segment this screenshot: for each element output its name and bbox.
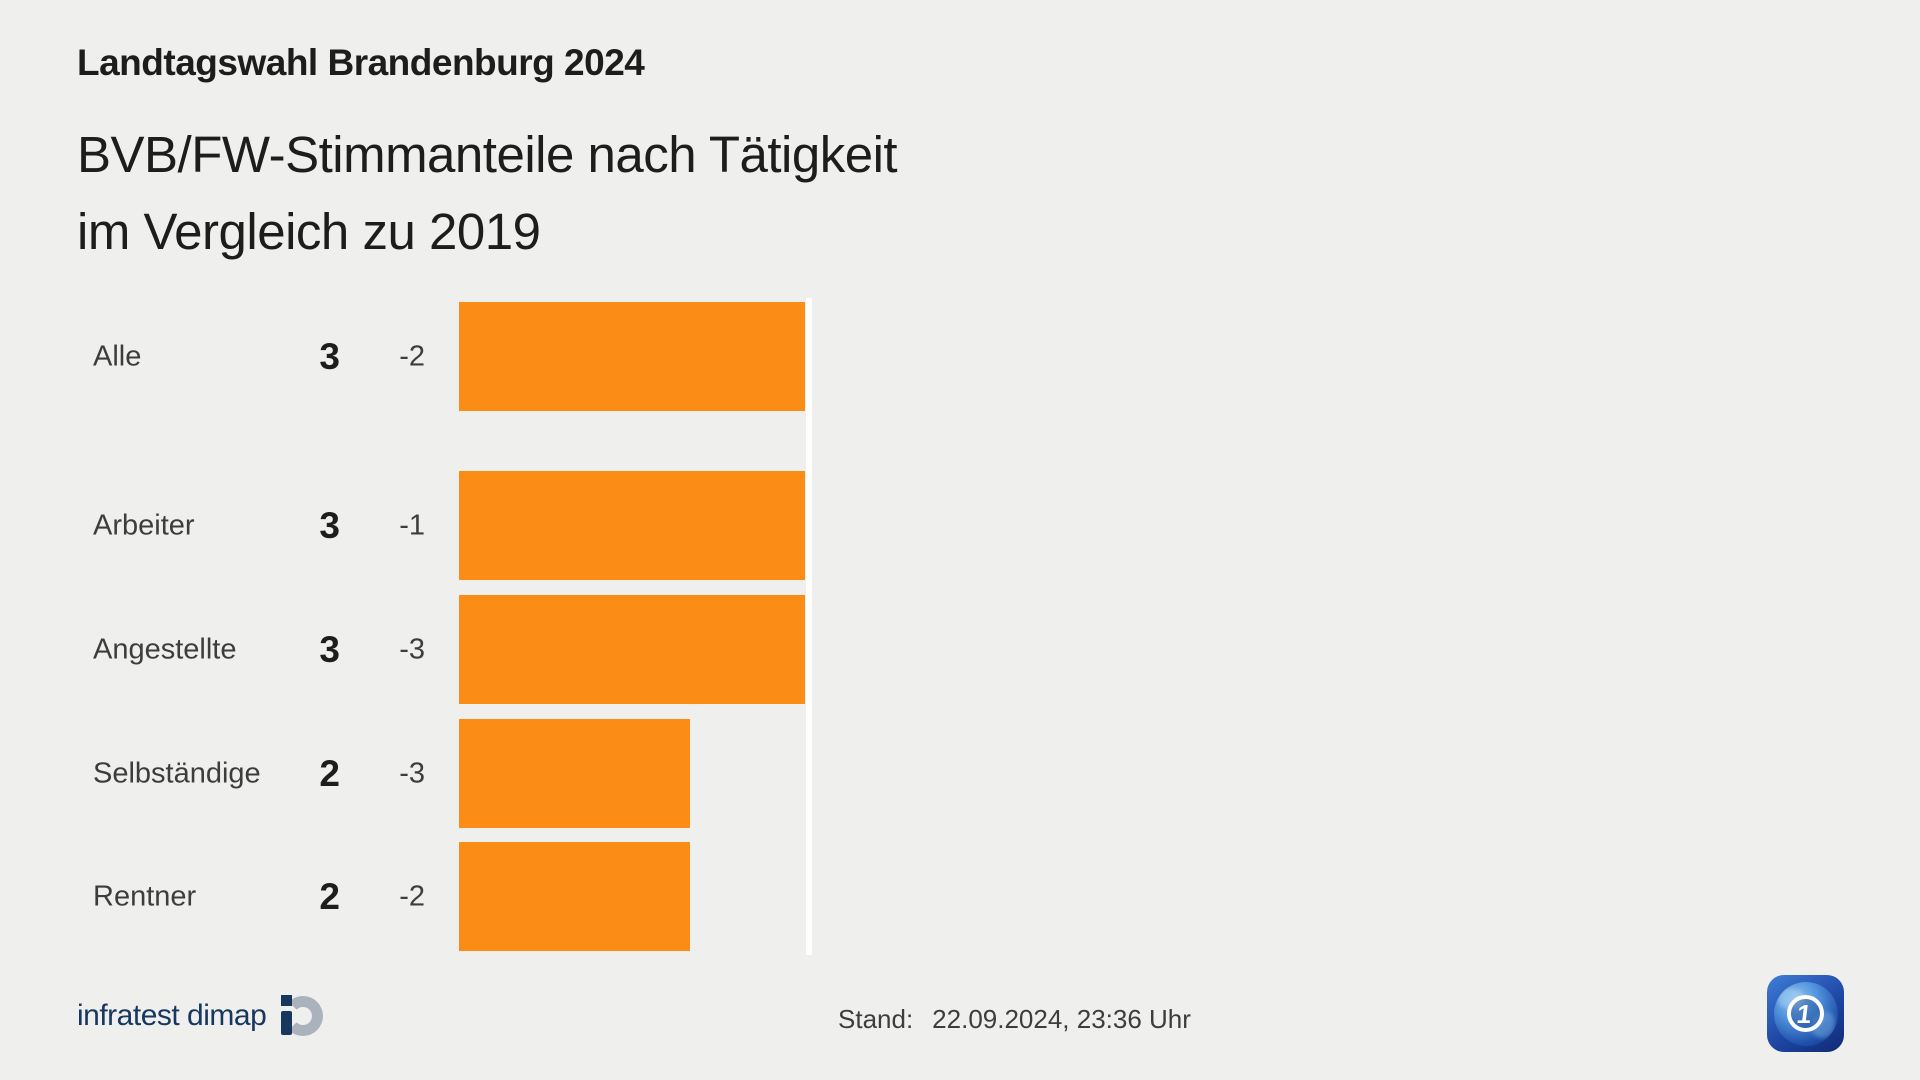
logo-arc — [283, 996, 324, 1036]
source-label: infratest dimap — [77, 999, 267, 1032]
category-label: Alle — [93, 340, 142, 372]
infratest-dimap-logo: infratest dimap — [77, 995, 324, 1037]
chart-row: Angestellte 3 -3 — [0, 595, 1920, 704]
reference-line — [806, 298, 812, 955]
stand-value: 22.09.2024, 23:36 Uhr — [932, 1004, 1191, 1034]
value-label: 2 — [319, 875, 340, 917]
category-label: Selbständige — [93, 757, 261, 789]
value-bar — [459, 471, 805, 580]
stand-label: Stand: — [838, 1004, 914, 1034]
logo-square — [281, 995, 293, 1006]
change-label: -3 — [399, 757, 425, 789]
value-bar — [459, 719, 690, 828]
ard-one-glyph: 1 — [1795, 998, 1814, 1029]
ard-ring-icon: 1 — [1787, 995, 1824, 1032]
value-label: 3 — [319, 504, 340, 546]
category-label: Rentner — [93, 880, 197, 912]
ard-globe-icon: 1 — [1773, 981, 1838, 1046]
chart-row: Rentner 2 -2 — [0, 842, 1920, 951]
chart-row: Arbeiter 3 -1 — [0, 471, 1920, 580]
title-line-1: BVB/FW-Stimmanteile nach Tätigkeit — [77, 126, 898, 183]
page-title: BVB/FW-Stimmanteile nach Tätigkeit im Ve… — [77, 116, 898, 270]
value-bar — [459, 302, 805, 411]
infratest-dimap-mark-icon — [281, 995, 324, 1037]
value-bar — [459, 842, 690, 951]
change-label: -2 — [399, 880, 425, 912]
change-label: -3 — [399, 633, 425, 665]
change-label: -1 — [399, 509, 425, 541]
value-label: 3 — [319, 628, 340, 670]
value-bar — [459, 595, 805, 704]
status-timestamp: Stand: 22.09.2024, 23:36 Uhr — [838, 1004, 1191, 1035]
ard-logo: 1 — [1767, 975, 1844, 1052]
title-line-2: im Vergleich zu 2019 — [77, 203, 541, 260]
value-label: 3 — [319, 335, 340, 377]
chart-row: Alle 3 -2 — [0, 302, 1920, 411]
kicker-label: Landtagswahl Brandenburg 2024 — [77, 42, 645, 83]
category-label: Arbeiter — [93, 509, 195, 541]
logo-stem — [281, 1011, 293, 1035]
category-label: Angestellte — [93, 633, 237, 665]
value-label: 2 — [319, 752, 340, 794]
chart-row: Selbständige 2 -3 — [0, 719, 1920, 828]
change-label: -2 — [399, 340, 425, 372]
